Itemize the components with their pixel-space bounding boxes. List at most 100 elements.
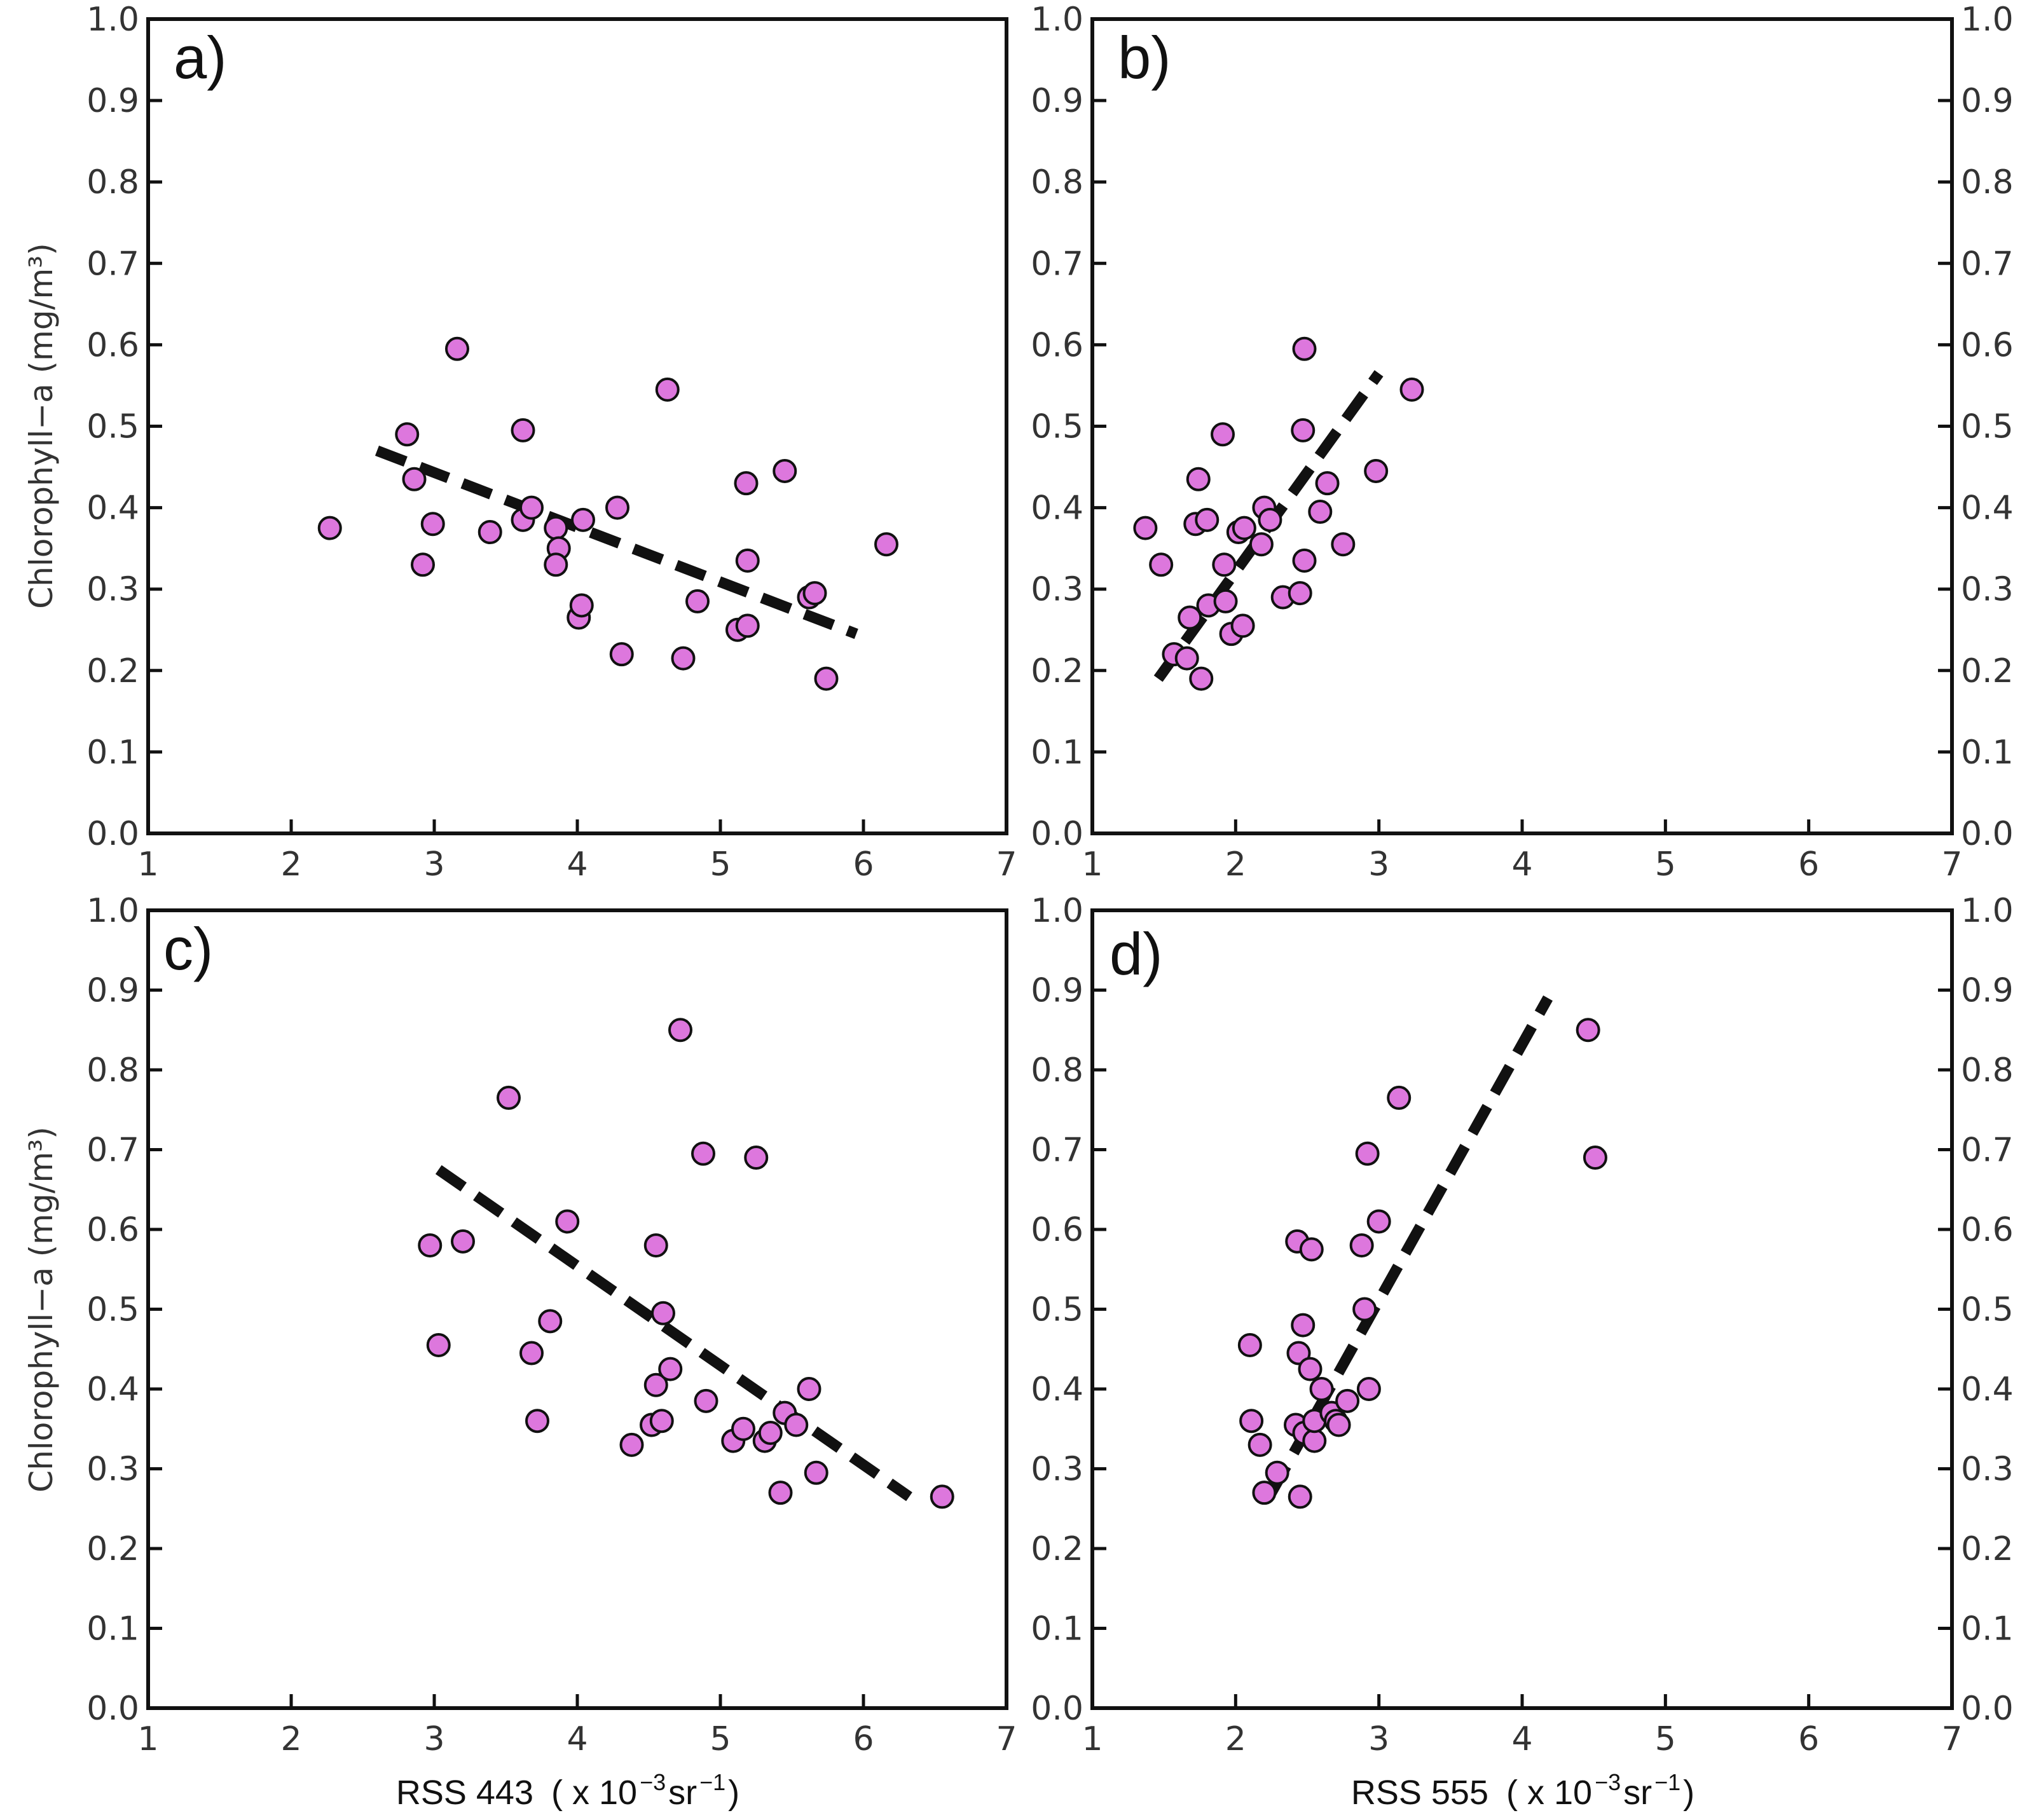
data-point xyxy=(758,1421,783,1446)
y-tick-label-right: 0.2 xyxy=(1961,1530,2014,1568)
x-tick-label: 7 xyxy=(1941,845,1962,884)
y-tick-label: 0.0 xyxy=(1031,815,1083,853)
data-point xyxy=(519,1341,544,1365)
data-point xyxy=(1292,336,1317,361)
data-point xyxy=(731,1416,755,1441)
y-tick-label: 0.4 xyxy=(1031,489,1083,528)
x-tick-label: 4 xyxy=(567,1720,588,1758)
y-tick-label-right: 0.4 xyxy=(1961,1371,2014,1409)
x-tick-label: 2 xyxy=(280,1720,301,1758)
data-point xyxy=(1309,1377,1334,1401)
x-tick-label: 7 xyxy=(996,845,1017,884)
data-point xyxy=(1326,1413,1351,1437)
data-points xyxy=(317,336,898,691)
data-point xyxy=(1237,1332,1262,1357)
data-point xyxy=(1178,605,1202,630)
data-point xyxy=(734,471,759,496)
data-point xyxy=(1291,418,1316,442)
y-tick-label: 0.1 xyxy=(1031,734,1083,772)
data-point xyxy=(1211,422,1235,447)
data-point xyxy=(317,516,342,540)
y-tick-label-right: 0.8 xyxy=(1961,1051,2014,1090)
y-tick-label: 0.8 xyxy=(86,1051,139,1090)
data-point xyxy=(691,1141,715,1166)
data-point xyxy=(1355,1141,1380,1166)
y-tick-label: 0.9 xyxy=(86,82,139,120)
panel-d: 0.0 0.1 0.2 0.3 0.4 0.5 0.6 0.7 0.8 0.9 1.0 0.0 0.1… xyxy=(1031,892,2013,1812)
x-tick-label: 4 xyxy=(1511,845,1532,884)
y-tick-label: 0.9 xyxy=(1031,82,1083,120)
x-axis-title: RSS 555 ( x 10 −3 sr −1 ) xyxy=(1351,1769,1694,1812)
y-tick-label: 0.1 xyxy=(86,734,139,772)
x-tick-label: 6 xyxy=(1798,845,1819,884)
axis-ticks xyxy=(1090,908,1954,1710)
data-point xyxy=(1232,516,1256,540)
y-tick-label-right: 1.0 xyxy=(1961,892,2014,930)
data-point xyxy=(1349,1233,1374,1258)
y-tick-label: 0.9 xyxy=(86,972,139,1010)
data-point xyxy=(1247,1432,1272,1457)
x-tick-label: 5 xyxy=(710,1720,731,1758)
data-point xyxy=(609,642,634,667)
data-point xyxy=(571,507,595,532)
y-tick-label-right: 0.0 xyxy=(1961,815,2014,853)
y-tick-label: 0.7 xyxy=(86,1132,139,1170)
data-point xyxy=(1286,1341,1311,1365)
data-point xyxy=(1308,500,1333,524)
data-point xyxy=(1133,516,1158,540)
y-tick-label: 0.5 xyxy=(1031,408,1083,446)
y-tick-label: 0.2 xyxy=(86,1530,139,1568)
data-point xyxy=(1288,581,1312,606)
x-tick-label: 4 xyxy=(1511,1720,1532,1758)
data-point xyxy=(1387,1085,1412,1110)
x-axis-close: ) xyxy=(1683,1774,1694,1812)
data-point xyxy=(643,1233,668,1258)
y-tick-label-right: 0.9 xyxy=(1961,972,2014,1010)
x-tick-label: 3 xyxy=(1368,845,1389,884)
x-tick-label: 1 xyxy=(1082,1720,1103,1758)
x-axis-unit-sr-exponent: −1 xyxy=(1654,1769,1680,1795)
y-tick-label: 0.8 xyxy=(1031,1051,1083,1090)
y-tick-label-right: 0.8 xyxy=(1961,163,2014,202)
data-point xyxy=(1364,458,1389,483)
data-point xyxy=(1315,471,1340,496)
data-point xyxy=(1249,532,1274,557)
x-axis-unit-exponent: −3 xyxy=(640,1769,666,1795)
data-point xyxy=(402,467,427,491)
y-tick-label: 0.8 xyxy=(86,163,139,202)
data-point xyxy=(411,552,435,577)
data-point xyxy=(768,1481,793,1505)
y-tick-label: 0.7 xyxy=(1031,245,1083,283)
data-points xyxy=(418,1018,954,1509)
axis-ticks xyxy=(1090,17,1954,835)
data-point xyxy=(1335,1388,1360,1413)
data-point xyxy=(1230,613,1255,638)
x-axis-unit-sr: sr xyxy=(1623,1774,1652,1812)
data-point xyxy=(671,646,696,671)
x-tick-label: 2 xyxy=(280,845,301,884)
data-point xyxy=(525,1409,549,1433)
y-tick-label: 0.3 xyxy=(1031,1451,1083,1489)
data-point xyxy=(1331,532,1356,557)
x-tick-label: 1 xyxy=(1082,845,1103,884)
x-tick-label: 6 xyxy=(853,1720,874,1758)
x-tick-label: 2 xyxy=(1225,845,1246,884)
data-point xyxy=(1258,507,1282,532)
data-point xyxy=(569,593,594,618)
data-point xyxy=(694,1388,718,1413)
trend-line xyxy=(435,1165,912,1502)
y-tick-labels-right: 0.0 0.1 0.2 0.3 0.4 0.5 0.6 0.7 0.8 0.9 1.0 xyxy=(1961,1,2014,853)
y-tick-label: 0.3 xyxy=(86,1451,139,1489)
data-point xyxy=(1583,1146,1607,1170)
data-point xyxy=(744,1146,769,1170)
data-point xyxy=(538,1309,563,1334)
data-point xyxy=(1302,1428,1327,1453)
data-point xyxy=(511,418,535,442)
data-point xyxy=(420,512,445,537)
y-tick-label: 0.4 xyxy=(86,1371,139,1409)
panel-label: b) xyxy=(1118,24,1171,91)
data-point xyxy=(1189,666,1214,691)
data-point xyxy=(930,1484,954,1509)
y-tick-label: 0.0 xyxy=(86,815,139,853)
x-axis-unit: ( x 10 xyxy=(1506,1774,1592,1812)
